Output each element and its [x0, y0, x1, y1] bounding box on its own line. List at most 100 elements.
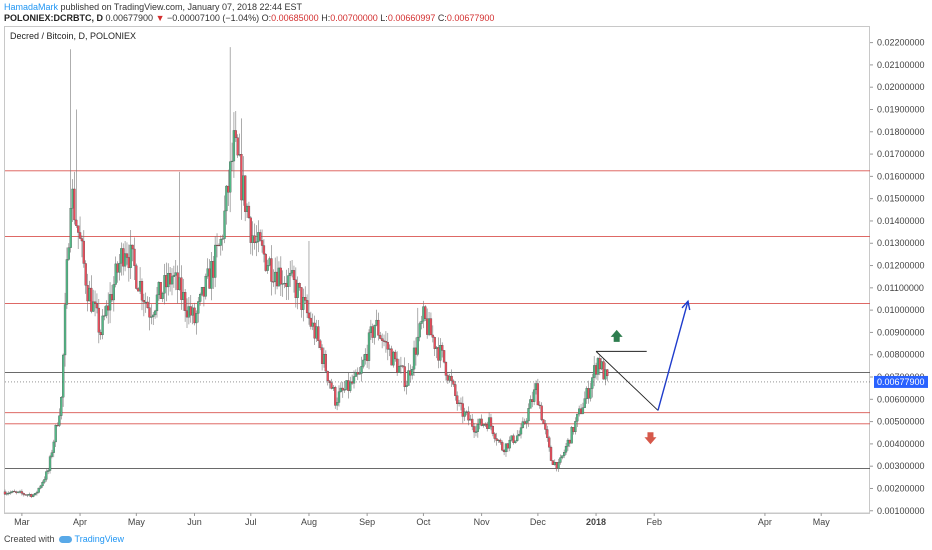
candle-body [547, 437, 551, 448]
candle-body [272, 281, 275, 283]
candle-body [37, 487, 40, 493]
candle-body [30, 494, 33, 497]
current-price-tag [874, 375, 928, 388]
candle-body [185, 310, 189, 318]
y-tick-label: 0.02000000 [877, 82, 925, 92]
created-with-text: Created with [4, 534, 55, 544]
x-tick-label: Feb [646, 517, 662, 527]
candle-body [240, 154, 243, 201]
candle-body [576, 413, 579, 422]
candle-body [403, 366, 406, 388]
candle-body [221, 238, 224, 240]
candle-body [397, 366, 401, 373]
candle-body [459, 402, 463, 404]
candle-body [369, 326, 373, 333]
tradingview-logo[interactable]: TradingView [58, 534, 124, 544]
x-tick-label: Apr [73, 517, 87, 527]
candle-body [24, 494, 27, 496]
candle-body [596, 358, 600, 375]
current-price-label: 0.00677900 [877, 377, 925, 387]
candle-body [161, 292, 164, 299]
projection-down-line [595, 351, 659, 411]
candle-body [478, 418, 481, 425]
candle-body [35, 492, 39, 494]
candle-body [187, 306, 191, 318]
candle-body [339, 387, 343, 392]
candle-body [506, 443, 510, 449]
candle-body [152, 314, 155, 317]
candle-body [135, 265, 138, 289]
candle-body [330, 382, 333, 389]
candle-body [193, 307, 196, 324]
candle-body [18, 491, 22, 493]
candle-body [274, 271, 277, 282]
candle-body [208, 268, 211, 289]
candle-body [78, 232, 82, 239]
candle-body [131, 244, 134, 250]
candle-body [332, 387, 335, 389]
candle-body [405, 385, 408, 388]
candle-body [7, 492, 10, 495]
candle-body [352, 376, 356, 384]
candle-body [183, 292, 187, 311]
candle-body [262, 245, 266, 255]
candle-body [238, 154, 241, 156]
candle-body [170, 276, 174, 285]
open-label: O: [261, 13, 272, 23]
candle-body [232, 130, 236, 162]
x-tick-label: 2018 [586, 517, 606, 527]
candle-body [292, 270, 296, 280]
candle-body [499, 439, 502, 443]
candle-body [174, 272, 177, 276]
candle-body [300, 287, 303, 310]
candle-body [60, 397, 63, 416]
candle-body [519, 427, 523, 435]
y-tick-label: 0.00400000 [877, 439, 925, 449]
candle-body [532, 389, 536, 402]
candle-body [215, 244, 219, 247]
candle-body [92, 301, 95, 312]
candle-body [536, 383, 540, 406]
author-link[interactable]: HamadaMark [4, 2, 59, 12]
candle-body [257, 232, 260, 242]
candle-body [568, 439, 571, 444]
candle-body [373, 325, 376, 338]
candle-body [606, 369, 609, 377]
y-tick-label: 0.01000000 [877, 305, 925, 315]
candle-body [120, 248, 123, 264]
y-tick-label: 0.00100000 [877, 506, 925, 516]
candle-body [125, 253, 129, 258]
candle-body [251, 235, 254, 243]
candle-body [414, 347, 418, 355]
projection-up-line [657, 301, 689, 411]
candle-body [587, 388, 590, 399]
candle-body [555, 462, 558, 469]
candle-body [427, 318, 431, 335]
up-arrow-icon [610, 329, 623, 342]
candle-body [392, 351, 395, 366]
low-label: L: [380, 13, 388, 23]
candle-body [465, 411, 468, 413]
candle-body [407, 370, 410, 386]
x-tick-label: May [128, 517, 146, 527]
candle-body [249, 217, 252, 243]
candle-body [159, 282, 162, 299]
candle-body [266, 265, 269, 271]
candle-body [574, 421, 577, 433]
candle-body [441, 345, 444, 351]
candle-body [343, 389, 346, 391]
candle-body [277, 267, 281, 287]
candle-body [549, 447, 553, 461]
candle-body [307, 312, 311, 319]
candle-body [80, 238, 84, 242]
candle-body [142, 300, 146, 303]
candle-body [84, 263, 87, 286]
candle-body [594, 365, 598, 375]
candle-body [9, 492, 12, 494]
candle-body [148, 307, 151, 318]
candle-body [294, 279, 297, 298]
high-value: 0.00700000 [330, 13, 378, 23]
candle-body [242, 175, 245, 201]
candle-body [420, 320, 423, 324]
